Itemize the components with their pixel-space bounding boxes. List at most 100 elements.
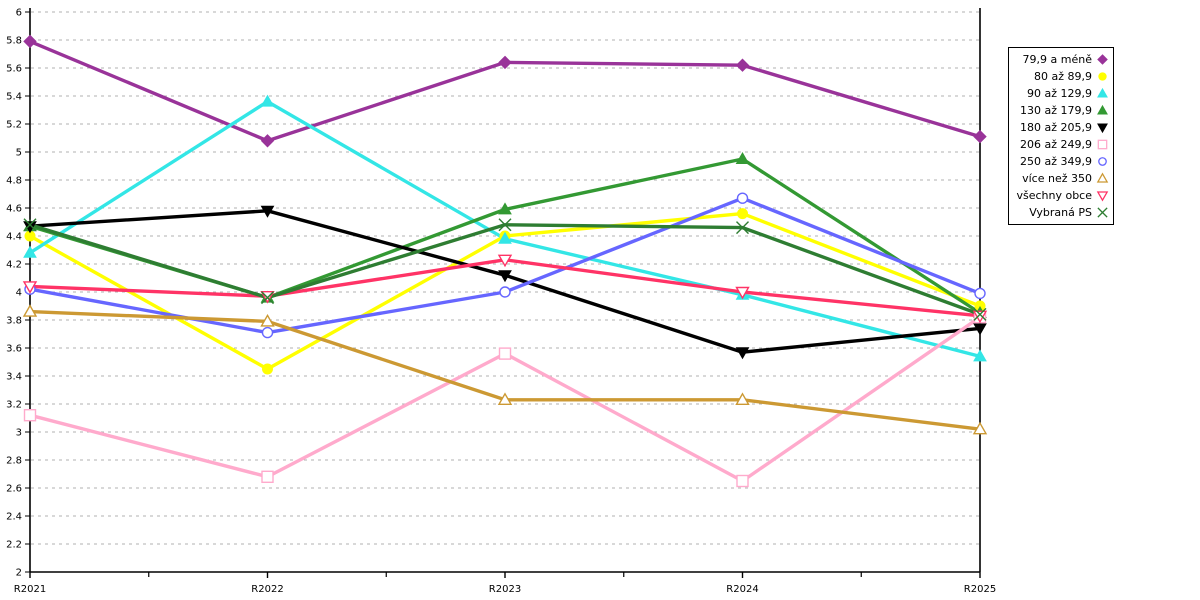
x-tick-label: R2022 xyxy=(251,584,283,595)
marker-cross xyxy=(736,221,749,235)
marker-triangle-up xyxy=(498,231,512,244)
marker-diamond xyxy=(260,134,275,148)
legend-item-label: 130 až 179,9 xyxy=(1020,104,1092,117)
marker-cross xyxy=(498,218,512,232)
y-tick-label: 2 xyxy=(16,568,22,579)
x-tick-label: R2023 xyxy=(489,584,521,595)
legend-marker-circle-icon xyxy=(1098,72,1107,81)
marker-triangle-up-open xyxy=(1096,172,1109,183)
y-tick-label: 2.8 xyxy=(6,456,22,467)
marker-cross-line xyxy=(498,218,512,232)
legend-item-label: 80 až 89,9 xyxy=(1034,70,1092,83)
marker-cross xyxy=(973,307,987,321)
marker-square-open xyxy=(1097,139,1108,150)
marker-cross-line xyxy=(973,307,987,321)
y-axis-ticks: 2 2.2 2.4 2.6 2.8 3 3.2 3.4 3.6 3.8 4 4.2 4.4 4.6 4.8 5… xyxy=(6,8,30,579)
legend-item[interactable]: 80 až 89,9 xyxy=(1013,68,1109,85)
legend-item[interactable]: 79,9 a méně xyxy=(1013,51,1109,68)
marker-circle-open xyxy=(499,286,511,298)
legend-item-label: Vybraná PS xyxy=(1029,206,1092,219)
legend-item[interactable]: 130 až 179,9 xyxy=(1013,102,1109,119)
x-tick-label: R2024 xyxy=(726,584,758,595)
marker-cross xyxy=(23,218,37,232)
y-tick-label: 4 xyxy=(16,288,22,299)
marker-triangle-down xyxy=(260,205,275,218)
marker-triangle-down xyxy=(1097,123,1108,134)
chart-series-group xyxy=(22,34,988,488)
y-tick-label: 2.2 xyxy=(6,540,22,551)
legend-item-label: 250 až 349,9 xyxy=(1020,155,1092,168)
marker-diamond xyxy=(973,129,987,144)
y-tick-label: 5.8 xyxy=(6,36,22,47)
y-tick-label: 5.2 xyxy=(6,120,22,131)
marker-circle-open xyxy=(974,287,986,300)
legend-item-label: 79,9 a méně xyxy=(1022,53,1092,66)
marker-triangle-up-open xyxy=(735,392,750,405)
y-tick-label: 4.2 xyxy=(6,260,22,271)
chart-legend: 79,9 a méně 80 až 89,9 90 až 129,9 130 až 1… xyxy=(1008,47,1114,225)
marker-triangle-up xyxy=(735,151,750,164)
marker-triangle-up-open xyxy=(972,421,988,435)
marker-triangle-up-open xyxy=(497,392,513,405)
legend-item[interactable]: více než 350 xyxy=(1013,170,1109,187)
marker-diamond xyxy=(498,55,512,70)
marker-square-open xyxy=(736,474,749,488)
y-tick-label: 3.6 xyxy=(6,344,22,355)
marker-triangle-down-open xyxy=(1096,191,1109,202)
chart-series-markers xyxy=(22,304,988,435)
legend-item[interactable]: 180 až 205,9 xyxy=(1013,119,1109,136)
marker-circle xyxy=(262,363,273,375)
y-tick-label: 2.4 xyxy=(6,512,22,523)
marker-cross xyxy=(1097,207,1108,218)
y-tick-label: 4.8 xyxy=(6,176,22,187)
y-tick-label: 4.4 xyxy=(6,232,22,243)
marker-triangle-down-open xyxy=(497,254,513,268)
legend-marker-triangle-up-icon xyxy=(1097,104,1108,115)
marker-cross-line xyxy=(1097,207,1108,218)
marker-triangle-up-open xyxy=(22,304,38,317)
marker-square-open xyxy=(498,347,512,360)
legend-item-label: 206 až 249,9 xyxy=(1020,138,1092,151)
marker-circle xyxy=(1098,72,1107,81)
x-axis-ticks: R2021 R2022 R2023 R2024 R2025 xyxy=(14,572,996,595)
y-tick-label: 5.4 xyxy=(6,92,22,103)
legend-item[interactable]: 250 až 349,9 xyxy=(1013,153,1109,170)
marker-triangle-down xyxy=(735,347,750,360)
marker-square-open xyxy=(23,409,37,422)
marker-cross xyxy=(261,291,274,305)
line-chart: 2 2.2 2.4 2.6 2.8 3 3.2 3.4 3.6 3.8 4 4.2 4.4 4.6 4.8 5… xyxy=(6,8,996,596)
marker-circle-open xyxy=(261,326,274,339)
legend-marker-triangle-up-icon xyxy=(1097,87,1108,98)
marker-cross-line xyxy=(261,291,274,305)
y-tick-label: 5 xyxy=(16,148,22,159)
y-tick-label: 3.2 xyxy=(6,400,22,411)
legend-marker-square-open-icon xyxy=(1097,139,1108,150)
marker-triangle-up xyxy=(1097,104,1108,115)
legend-marker-diamond-icon xyxy=(1097,54,1108,65)
marker-cross-line xyxy=(23,218,37,232)
legend-item[interactable]: 206 až 249,9 xyxy=(1013,136,1109,153)
marker-circle xyxy=(737,208,748,220)
marker-diamond xyxy=(1097,54,1108,65)
y-tick-label: 4.6 xyxy=(6,204,22,215)
y-tick-label: 3.8 xyxy=(6,316,22,327)
legend-item[interactable]: všechny obce xyxy=(1013,187,1109,204)
chart-series-markers xyxy=(23,205,987,360)
legend-item-label: 180 až 205,9 xyxy=(1020,121,1092,134)
marker-triangle-down xyxy=(498,270,512,283)
marker-triangle-up xyxy=(1097,87,1108,98)
y-tick-label: 5.6 xyxy=(6,64,22,75)
marker-triangle-up xyxy=(23,245,37,258)
legend-marker-triangle-down-open-icon xyxy=(1096,191,1109,202)
legend-marker-cross-icon xyxy=(1097,207,1108,218)
y-tick-label: 2.6 xyxy=(6,484,22,495)
marker-square-open xyxy=(261,470,274,483)
legend-item-label: 90 až 129,9 xyxy=(1027,87,1092,100)
chart-series-markers xyxy=(23,34,987,148)
marker-triangle-down-open xyxy=(22,281,38,294)
legend-item[interactable]: Vybraná PS xyxy=(1013,204,1109,221)
legend-item[interactable]: 90 až 129,9 xyxy=(1013,85,1109,102)
marker-triangle-up-open xyxy=(260,313,275,327)
chart-series xyxy=(28,309,982,431)
marker-triangle-down xyxy=(973,323,987,336)
